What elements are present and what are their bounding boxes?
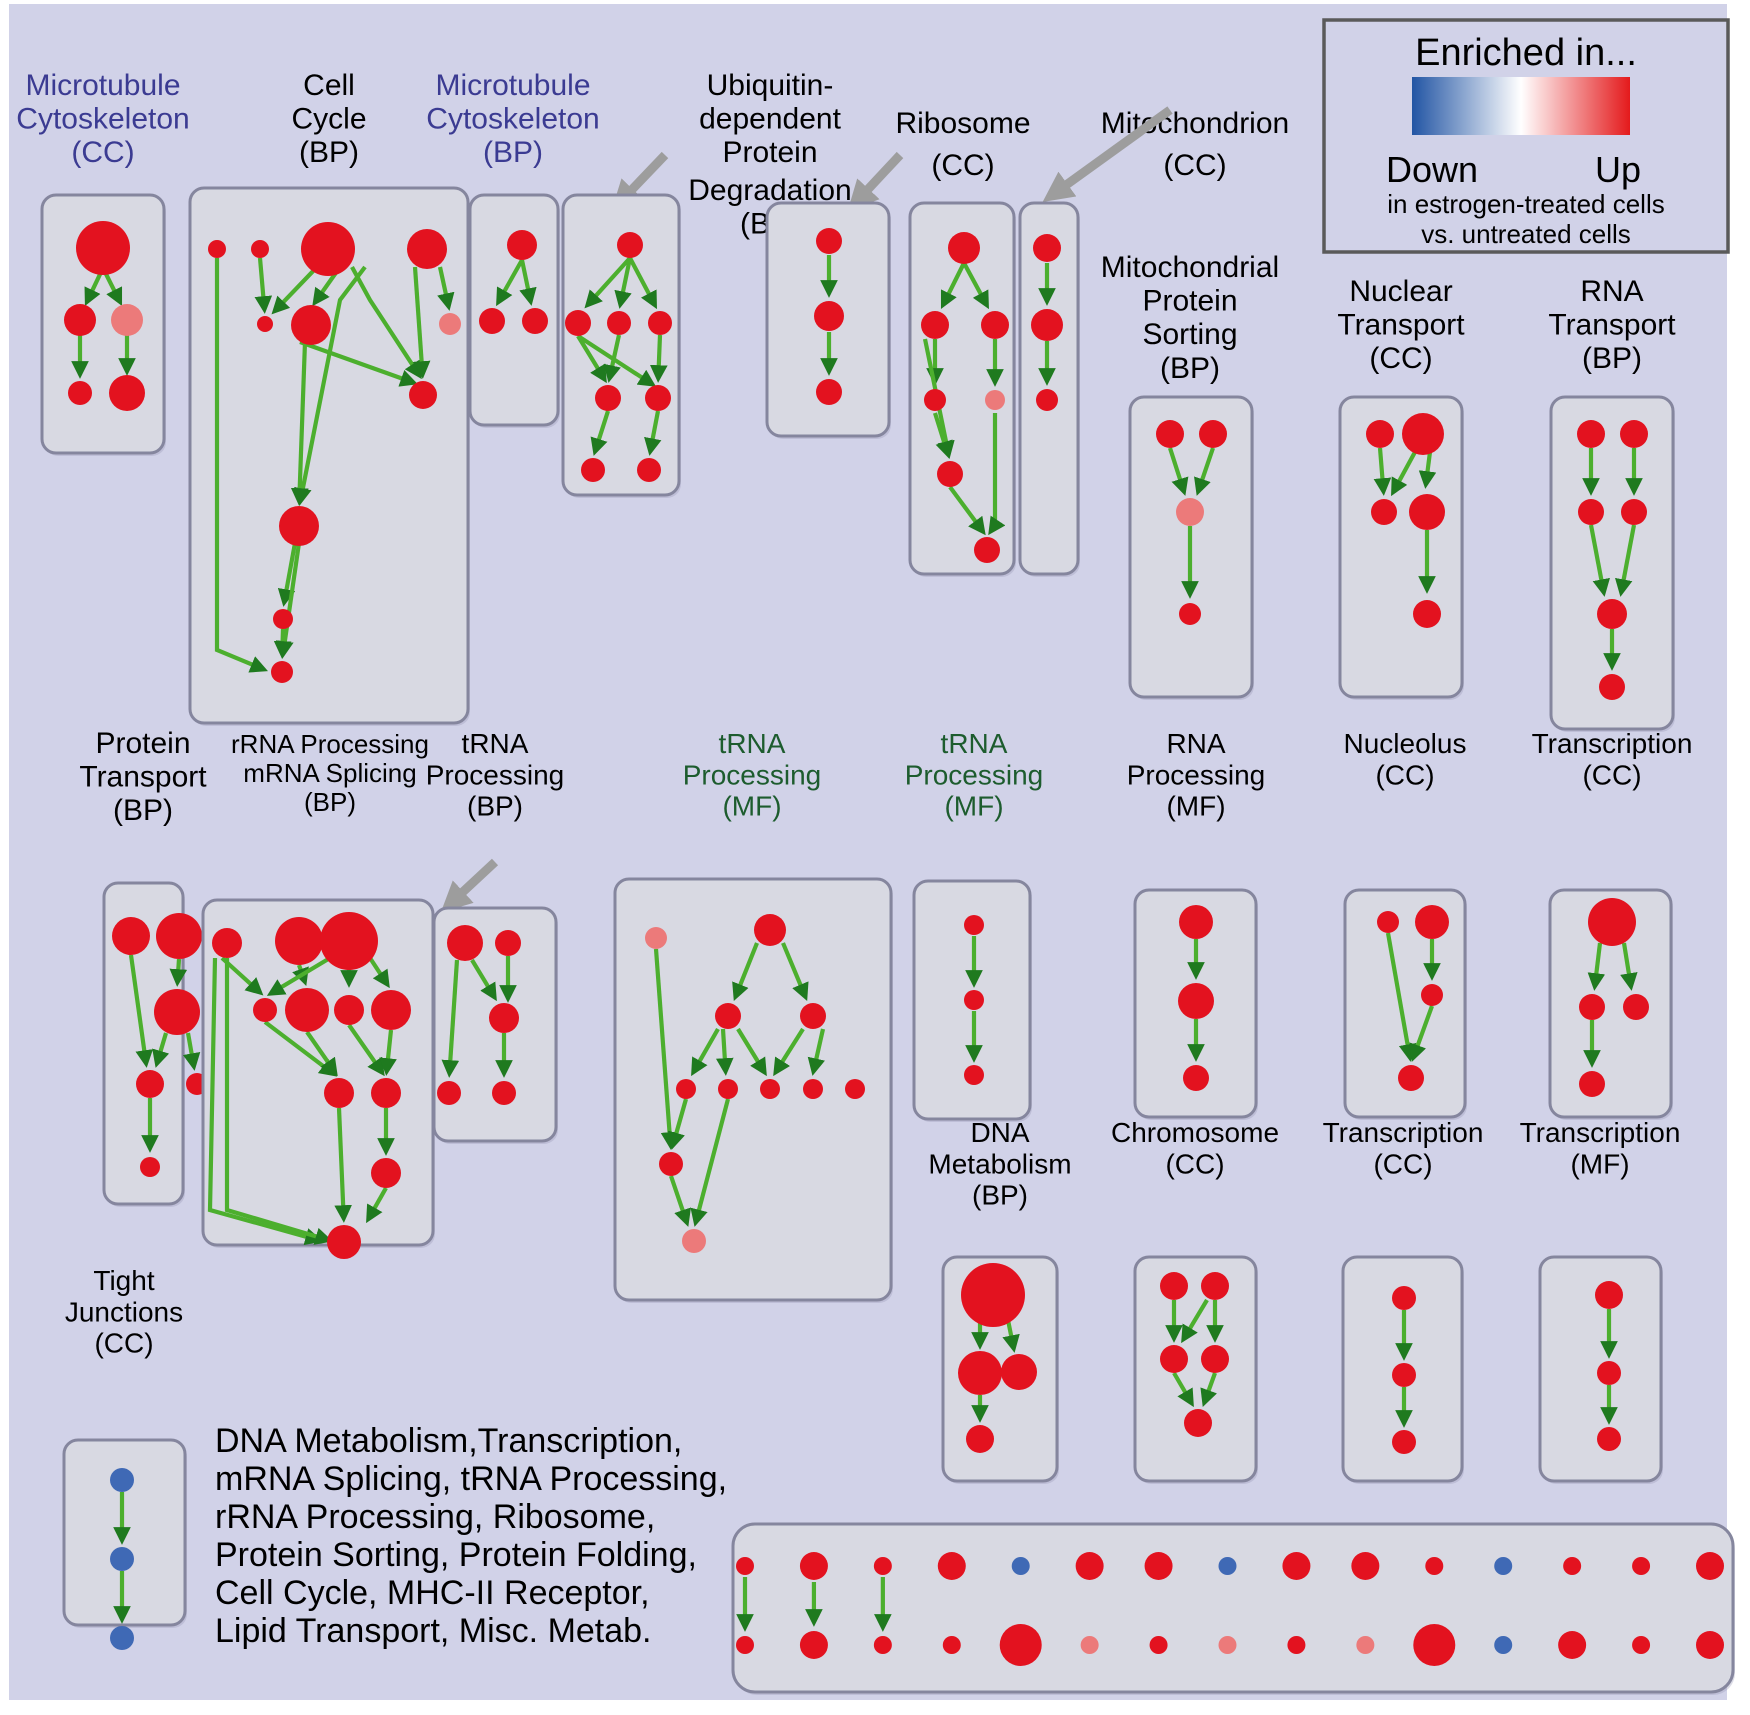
svg-text:vs. untreated cells: vs. untreated cells (1421, 219, 1631, 249)
svg-text:Down: Down (1386, 149, 1478, 190)
svg-text:Ribosome: Ribosome (895, 107, 1030, 140)
svg-text:DNA Metabolism,Transcription,m: DNA Metabolism,Transcription, mRNA Splici… (215, 1422, 727, 1650)
svg-text:(CC): (CC) (1163, 149, 1226, 182)
svg-text:Up: Up (1595, 149, 1641, 190)
svg-text:in estrogen-treated cells: in estrogen-treated cells (1387, 189, 1664, 219)
svg-text:Enriched in...: Enriched in... (1415, 32, 1637, 74)
svg-text:(CC): (CC) (931, 149, 994, 182)
